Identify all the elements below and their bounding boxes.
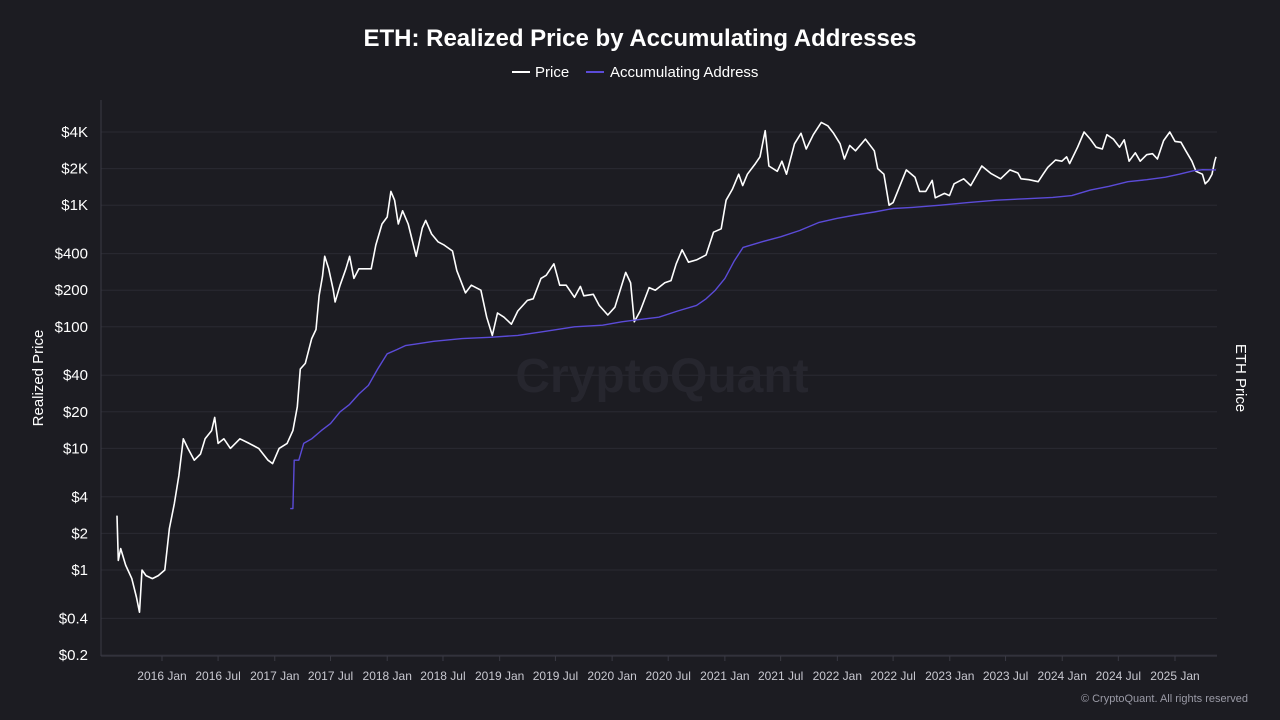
y-tick-label: $2 (71, 525, 88, 542)
x-tick-label: 2021 Jul (758, 669, 803, 683)
y-tick-label: $200 (55, 282, 88, 299)
x-tick-label: 2024 Jul (1096, 669, 1141, 683)
x-tick-label: 2022 Jul (870, 669, 915, 683)
x-tick-label: 2025 Jan (1150, 669, 1199, 683)
y-tick-label: $10 (63, 440, 88, 457)
x-tick-label: 2019 Jul (533, 669, 578, 683)
x-tick-label: 2022 Jan (813, 669, 862, 683)
chart-title: ETH: Realized Price by Accumulating Addr… (363, 25, 916, 52)
x-tick-label: 2023 Jan (925, 669, 974, 683)
x-tick-label: 2019 Jan (475, 669, 524, 683)
x-tick-label: 2016 Jul (195, 669, 240, 683)
y-tick-label: $400 (55, 246, 88, 263)
copyright-notice: © CryptoQuant. All rights reserved (1081, 693, 1248, 705)
y-tick-label: $1 (71, 562, 88, 579)
x-tick-label: 2016 Jan (137, 669, 186, 683)
y-tick-label: $40 (63, 367, 88, 384)
y-tick-label: $20 (63, 404, 88, 421)
accumulating-address-line (290, 169, 1217, 510)
legend-price-label[interactable]: Price (535, 64, 569, 81)
axes (100, 100, 1217, 657)
y-tick-label: $2K (61, 161, 88, 178)
x-tick-label: 2021 Jan (700, 669, 749, 683)
y-tick-label: $0.2 (59, 647, 88, 664)
watermark: CryptoQuant (515, 350, 808, 403)
y-axis-title-right: ETH Price (1232, 344, 1249, 412)
gridlines (101, 131, 1217, 656)
x-tick-label: 2017 Jan (250, 669, 299, 683)
y-tick-label: $100 (55, 319, 88, 336)
y-tick-label: $4 (71, 489, 88, 506)
y-tick-label: $0.4 (59, 610, 88, 627)
y-tick-label: $4K (61, 124, 88, 141)
y-axis-ticks: $4K $2K $1K $400 $200 $100 $40 $20 $10 $4 $2 $1 $0.4… (55, 124, 88, 664)
x-tick-label: 2018 Jan (363, 669, 412, 683)
x-tick-label: 2020 Jan (587, 669, 636, 683)
x-axis-ticks: 2016 Jan 2016 Jul 2017 Jan 2017 Jul 2018 Jan… (137, 656, 1200, 683)
legend[interactable]: Price Accumulating Address (512, 64, 758, 81)
price-line (116, 121, 1217, 613)
x-tick-label: 2018 Jul (420, 669, 465, 683)
x-tick-label: 2023 Jul (983, 669, 1028, 683)
series-lines (116, 121, 1217, 613)
y-axis-title-left: Realized Price (30, 330, 47, 427)
x-tick-label: 2017 Jul (308, 669, 353, 683)
x-tick-label: 2020 Jul (646, 669, 691, 683)
legend-accumulating-label[interactable]: Accumulating Address (610, 64, 758, 81)
y-tick-label: $1K (61, 197, 88, 214)
x-tick-label: 2024 Jan (1038, 669, 1087, 683)
